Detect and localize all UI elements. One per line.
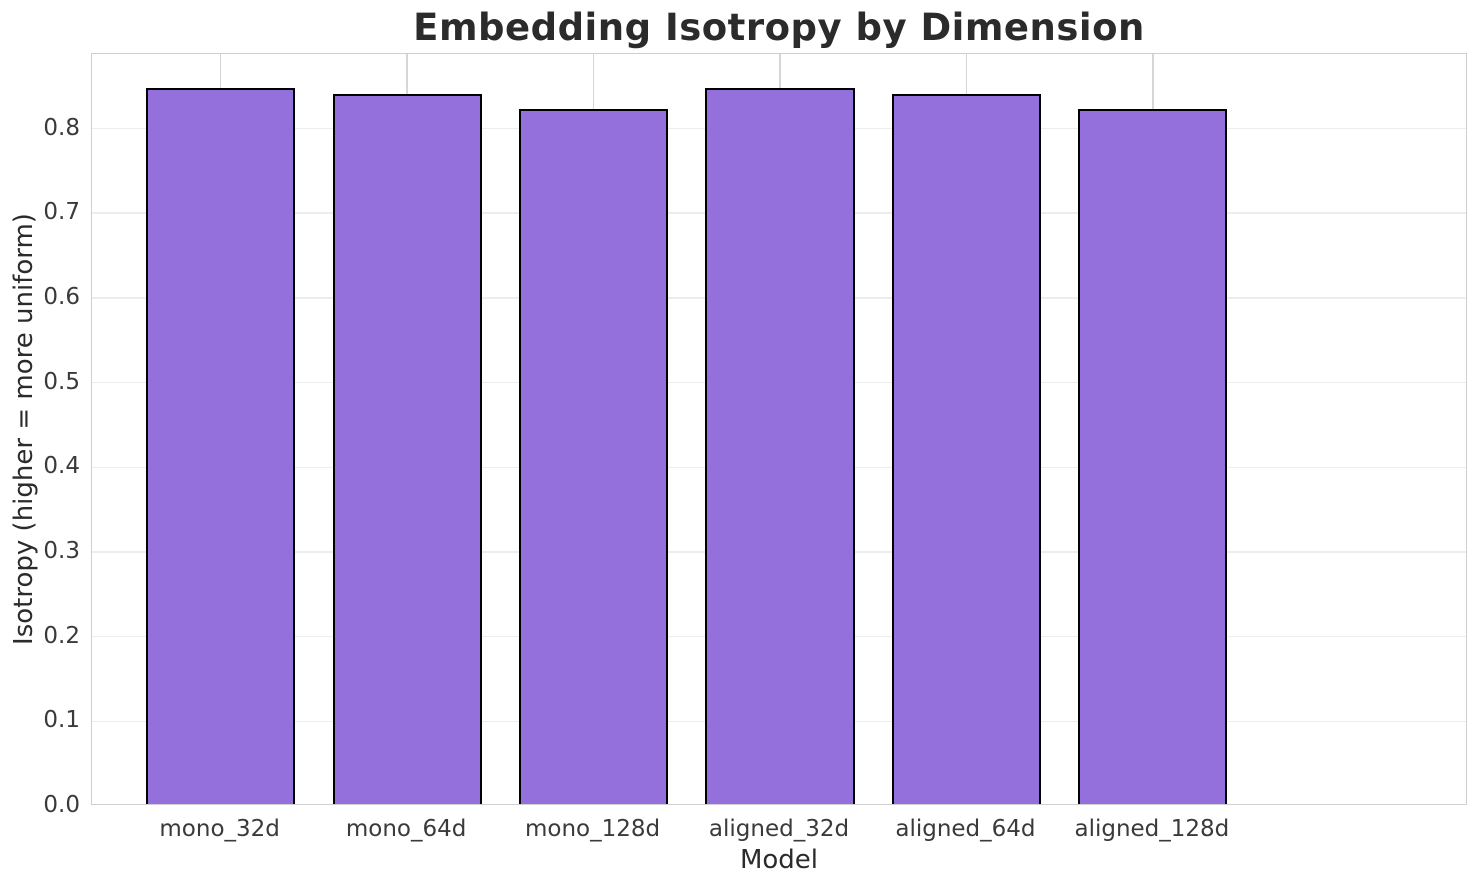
bar-mono_128d [518, 108, 669, 804]
y-tick-label: 0.5 [43, 368, 80, 395]
y-tick-label: 0.1 [43, 707, 80, 734]
bar-aligned_32d [705, 88, 855, 804]
bar-mono_32d [146, 88, 296, 804]
bar-aligned_128d [1078, 108, 1228, 804]
y-tick-label: 0.8 [43, 114, 80, 141]
plot-area [91, 53, 1467, 805]
x-tick-label: aligned_128d [1074, 816, 1230, 842]
x-tick-label: mono_64d [345, 816, 467, 842]
chart-title: Embedding Isotropy by Dimension [413, 6, 1145, 49]
x-tick-label: aligned_64d [895, 816, 1036, 842]
y-axis-label: Isotropy (higher = more uniform) [9, 213, 39, 645]
bar-mono_64d [332, 94, 482, 804]
y-tick-label: 0.2 [43, 622, 80, 649]
y-tick-label: 0.0 [43, 792, 80, 818]
y-tick-label: 0.6 [43, 283, 80, 310]
y-tick-label: 0.3 [43, 537, 80, 564]
x-tick-label: aligned_32d [708, 816, 850, 842]
bar-aligned_64d [891, 94, 1042, 804]
y-tick-label: 0.4 [43, 453, 80, 480]
x-tick-label: mono_32d [159, 816, 280, 842]
y-tick-label: 0.7 [43, 199, 80, 226]
x-tick-label: mono_128d [524, 816, 661, 842]
x-axis-label: Model [739, 845, 819, 875]
